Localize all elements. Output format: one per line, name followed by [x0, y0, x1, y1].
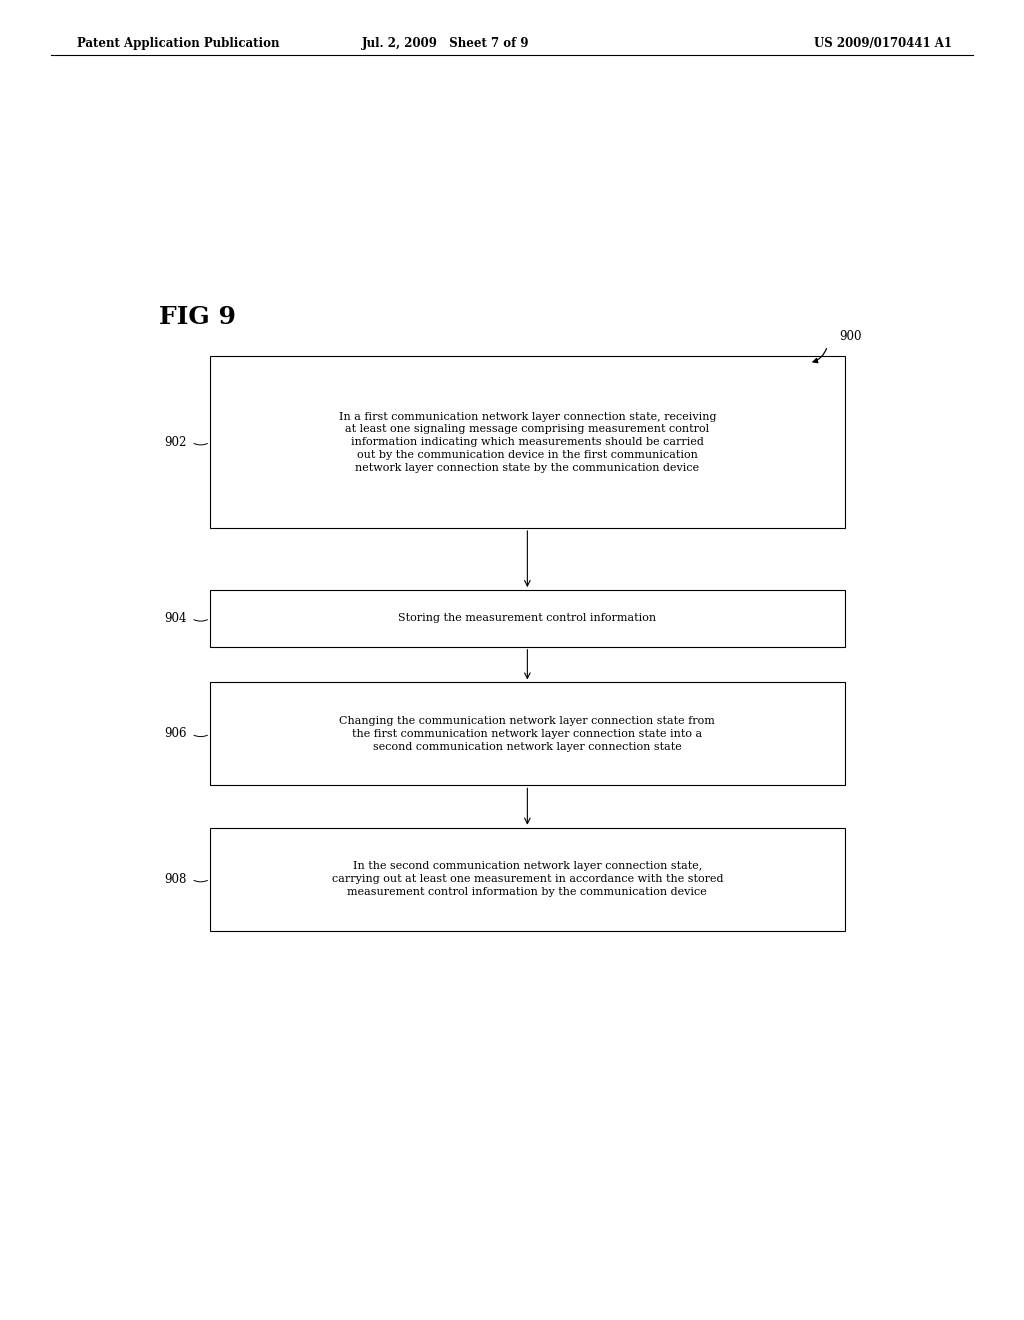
Text: Storing the measurement control information: Storing the measurement control informat… [398, 614, 656, 623]
Text: 902: 902 [164, 436, 186, 449]
Bar [210, 590, 845, 647]
Text: In the second communication network layer connection state,
carrying out at leas: In the second communication network laye… [332, 862, 723, 896]
Text: Changing the communication network layer connection state from
the first communi: Changing the communication network layer… [339, 717, 716, 751]
Bar [210, 828, 845, 931]
Text: FIG 9: FIG 9 [159, 305, 236, 329]
Text: 904: 904 [164, 612, 186, 624]
Text: In a first communication network layer connection state, receiving
at least one : In a first communication network layer c… [339, 412, 716, 473]
Text: Patent Application Publication: Patent Application Publication [77, 37, 280, 50]
Text: 908: 908 [164, 873, 186, 886]
Text: 906: 906 [164, 727, 186, 741]
Text: US 2009/0170441 A1: US 2009/0170441 A1 [814, 37, 952, 50]
Text: 900: 900 [840, 330, 862, 343]
Text: Jul. 2, 2009   Sheet 7 of 9: Jul. 2, 2009 Sheet 7 of 9 [361, 37, 529, 50]
Bar [210, 682, 845, 785]
Bar [210, 356, 845, 528]
